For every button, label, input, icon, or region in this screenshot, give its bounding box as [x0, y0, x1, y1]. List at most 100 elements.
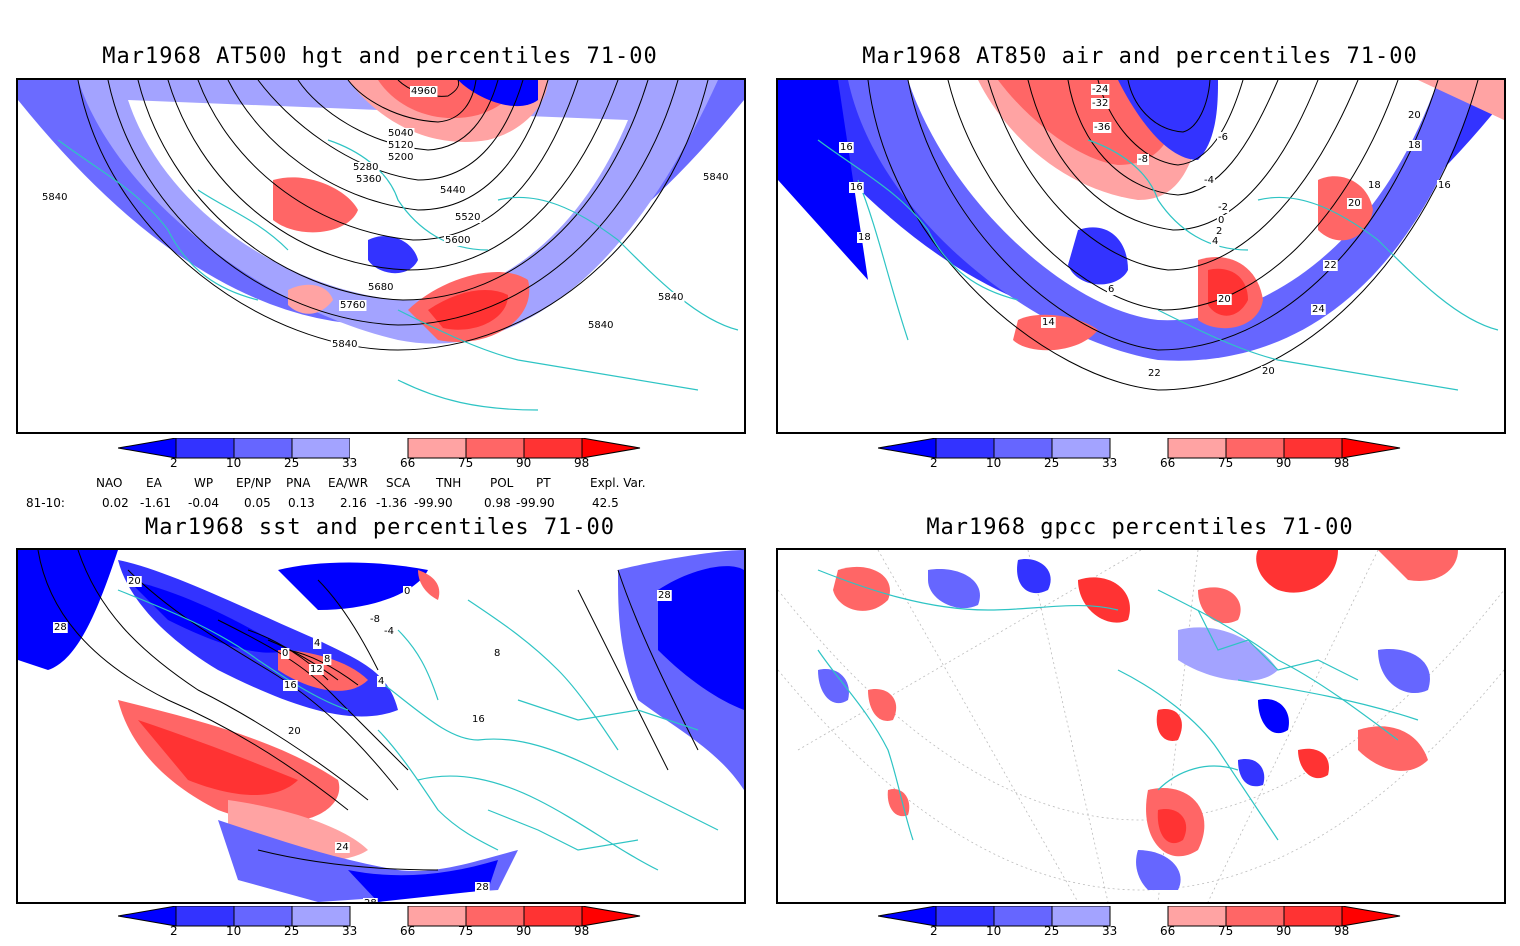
map-panel-hgt: 4960 5040 5120 5200 5280 5360 5440 5520 …: [16, 78, 746, 434]
contour-label-box: [331, 339, 359, 350]
map-panel-gpcc: [776, 548, 1506, 904]
contour-label: 20: [1218, 294, 1231, 305]
index-row-label: 81-10:: [26, 496, 65, 510]
contour-label-box: [657, 292, 685, 303]
index-header-pna: PNA: [286, 476, 311, 490]
contour-label: 28: [364, 898, 377, 902]
contour-label: 4960: [411, 86, 436, 97]
index-value-ea: -1.61: [140, 496, 172, 510]
contour-label: 0: [282, 648, 288, 659]
index-header-ea: EA: [146, 476, 162, 490]
colorbar-tick: 75: [458, 456, 474, 470]
colorbar-gpcc: [878, 906, 1401, 927]
colorbar-tick: 75: [458, 924, 474, 938]
contour-label: 16: [850, 182, 863, 193]
contour-label-box: [369, 614, 381, 625]
contour-label: 14: [1042, 317, 1055, 328]
contour-label: -36: [1094, 122, 1110, 133]
colorbar-labels-air: 2 10 25 33 66 75 90 98: [878, 456, 1418, 474]
contour-label-box: [1147, 368, 1162, 379]
index-value-sca: -1.36: [376, 496, 408, 510]
contour-label-box: [839, 142, 854, 153]
contour-label-box: [352, 162, 380, 173]
contour-label-box: [335, 842, 350, 853]
index-header-eawr: EA/WR: [328, 476, 369, 490]
contour-label-box: [410, 86, 438, 97]
contour-label: 20: [128, 576, 141, 587]
contour-label-box: [849, 182, 864, 193]
contour-label-box: [454, 212, 482, 223]
contour-label-box: [1323, 260, 1338, 271]
colorbar-tick: 10: [986, 456, 1002, 470]
contour-label: 0: [404, 586, 410, 597]
contour-label: -32: [1092, 98, 1108, 109]
colorbar-tick: 75: [1218, 924, 1234, 938]
index-value-pol: 0.98: [484, 496, 511, 510]
map-gpcc-svg: [778, 550, 1504, 902]
index-value-wp: -0.04: [188, 496, 220, 510]
colorbar-hgt: [118, 438, 641, 459]
contour-label-box: [1217, 202, 1229, 213]
contour-label-box: [475, 882, 490, 893]
colorbar-tick: 2: [930, 924, 938, 938]
colorbar-air: [878, 438, 1401, 459]
index-table: NAO EA WP EP/NP PNA EA/WR SCA TNH POL PT…: [24, 476, 724, 512]
contour-label: 5680: [368, 282, 393, 293]
contour-label-box: [1217, 215, 1226, 226]
contour-label: 22: [1148, 368, 1161, 379]
contour-label: 20: [288, 726, 301, 737]
contour-label: 18: [858, 232, 871, 243]
colorbar-tick: 98: [1334, 924, 1350, 938]
contour-label: -2: [1218, 202, 1228, 213]
contour-label: 18: [1408, 140, 1421, 151]
colorbar-tick: 25: [284, 456, 300, 470]
colorbar-tick: 66: [1160, 456, 1176, 470]
index-header-wp: WP: [194, 476, 214, 490]
contour-label-box: [1437, 180, 1452, 191]
contour-label: 5360: [356, 174, 381, 185]
index-value-pna: 0.13: [288, 496, 315, 510]
colorbar-sst: [118, 906, 641, 927]
contour-label-box: [493, 648, 502, 659]
contour-label-box: [1407, 110, 1422, 121]
contour-label-box: [1311, 304, 1326, 315]
colorbar-tick: 33: [342, 456, 358, 470]
contour-label-box: [377, 676, 386, 687]
contour-label: 8: [494, 648, 500, 659]
contour-label: 28: [54, 622, 67, 633]
contour-label: 5440: [440, 185, 465, 196]
contour-label: 4: [1212, 236, 1218, 247]
contour-label-box: [1211, 236, 1220, 247]
contour-label: 22: [1324, 260, 1337, 271]
contour-label-box: [383, 626, 395, 637]
index-header-expl-var: Expl. Var.: [590, 476, 646, 490]
contour-label: 20: [1262, 366, 1275, 377]
colorbar-tick: 10: [986, 924, 1002, 938]
contour-label-box: [1261, 366, 1276, 377]
index-header-nao: NAO: [96, 476, 123, 490]
colorbar-tick: 90: [516, 924, 532, 938]
contour-label: 5600: [445, 235, 470, 246]
contour-label-box: [1407, 140, 1422, 151]
contour-label-box: [309, 664, 324, 675]
contour-label-box: [1041, 317, 1056, 328]
index-header-epnp: EP/NP: [236, 476, 272, 490]
contour-label-box: [127, 576, 142, 587]
index-value-tnh: -99.90: [414, 496, 453, 510]
contour-label: -6: [1218, 132, 1228, 143]
contour-label-box: [1347, 198, 1362, 209]
contour-label: 6: [1108, 284, 1114, 295]
contour-label-box: [1091, 98, 1110, 109]
colorbar-tick: 98: [574, 924, 590, 938]
index-value-pt: -99.90: [516, 496, 555, 510]
precip-anomaly-patches: [818, 550, 1458, 890]
panel-title-gpcc: Mar1968 gpcc percentiles 71-00: [926, 515, 1354, 540]
contour-label: 18: [1368, 180, 1381, 191]
index-value-epnp: 0.05: [244, 496, 271, 510]
colorbar-tick: 66: [400, 924, 416, 938]
contour-label: 5840: [332, 339, 357, 350]
contour-label: 5840: [42, 192, 67, 203]
colorbar-tick: 66: [1160, 924, 1176, 938]
contour-label-box: [1093, 122, 1112, 133]
contour-label-box: [403, 586, 412, 597]
